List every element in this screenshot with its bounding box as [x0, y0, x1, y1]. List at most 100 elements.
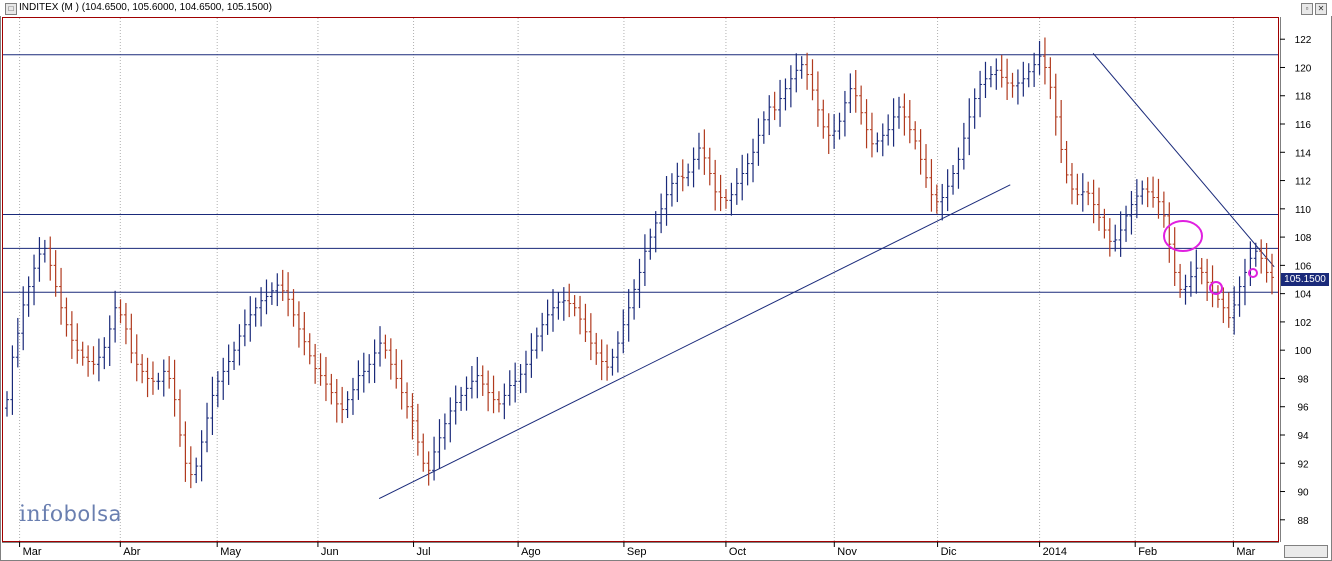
close-icon[interactable]: ✕ [1315, 3, 1327, 15]
price-bar [1151, 176, 1156, 208]
price-bar [415, 403, 420, 456]
price-bar [313, 343, 318, 384]
price-bar [432, 436, 437, 481]
price-bar [329, 373, 334, 405]
price-bar [799, 56, 804, 79]
price-bar [896, 96, 901, 129]
price-bar [194, 457, 199, 484]
y-tick-label: 96 [1297, 403, 1309, 414]
highlight-ellipse [1163, 220, 1203, 252]
price-bar [161, 359, 166, 397]
x-tick-labels: Mar Abr May Jun Jul Ago Sep Oct Nov Dic 2014 Feb Mar [19, 542, 1256, 558]
price-bar [199, 430, 204, 482]
price-bar [886, 114, 891, 146]
price-bar [75, 323, 80, 364]
trendline [378, 184, 1011, 500]
price-bar [875, 132, 880, 153]
price-bar [1232, 286, 1237, 335]
y-tick-label: 102 [1295, 318, 1312, 329]
price-bar [1199, 258, 1204, 285]
price-bar [680, 159, 685, 192]
price-bar [421, 433, 426, 472]
price-bar [96, 338, 101, 382]
price-bar [221, 357, 226, 400]
price-bar [1215, 285, 1220, 308]
x-tick-label: Dic [941, 546, 957, 558]
x-tick-label: Jul [417, 546, 431, 558]
price-bar [1097, 187, 1102, 231]
price-bar [129, 313, 134, 364]
price-bar [783, 78, 788, 111]
price-bar [1107, 218, 1112, 257]
y-tick-label: 98 [1297, 374, 1309, 385]
scroll-control[interactable] [1284, 545, 1328, 558]
price-bar [583, 303, 588, 342]
price-bar [540, 312, 545, 352]
price-bar [918, 129, 923, 175]
price-bar [118, 299, 123, 324]
price-bar [751, 138, 756, 183]
price-bar [286, 272, 291, 317]
window-menu-icon[interactable]: □ [5, 3, 17, 15]
price-bar [1259, 239, 1264, 274]
price-bar [145, 357, 150, 398]
price-bar [64, 297, 69, 337]
y-tick-label: 114 [1295, 148, 1311, 159]
y-tick-label: 112 [1295, 177, 1311, 188]
price-bar [772, 91, 777, 121]
price-bar [69, 311, 74, 359]
y-tick-label: 94 [1297, 431, 1309, 442]
price-bar [361, 352, 366, 393]
price-bar [632, 279, 637, 320]
price-bar [113, 290, 118, 343]
price-bar [961, 122, 966, 170]
price-bar [496, 391, 501, 413]
price-bar [637, 258, 642, 309]
price-bar [264, 279, 269, 315]
y-tick-label: 88 [1297, 516, 1309, 527]
horizontal-levels [3, 54, 1278, 293]
plot-area[interactable] [2, 17, 1279, 542]
price-bar [459, 386, 464, 411]
price-bar [10, 345, 15, 415]
y-tick-labels: 88 90 92 94 96 98 100 102 104 106 108 110 112 114 116 1… [1280, 35, 1312, 527]
price-bar [86, 345, 91, 377]
price-bar [102, 337, 107, 370]
price-bar [1113, 224, 1118, 252]
y-tick-label: 100 [1295, 346, 1312, 357]
price-bar [810, 59, 815, 101]
trendline [1092, 53, 1275, 268]
price-bar [291, 289, 296, 327]
price-bar [437, 419, 442, 469]
price-bar [226, 344, 231, 385]
price-bar [188, 446, 193, 489]
price-bar [594, 332, 599, 365]
logo-text-right: bolsa [63, 502, 122, 526]
price-bar [605, 344, 610, 381]
highlight-circle [1209, 281, 1223, 295]
price-bar [1010, 72, 1015, 98]
price-bar [567, 283, 572, 318]
price-bar [669, 173, 674, 207]
price-bar [296, 301, 301, 348]
price-bar [205, 402, 210, 453]
price-bar [242, 309, 247, 347]
price-bar [788, 65, 793, 108]
price-bar [469, 366, 474, 399]
price-bar [869, 112, 874, 158]
price-bar [610, 348, 615, 376]
chart-title: INDITEX (M ) (104.6500, 105.6000, 104.65… [19, 2, 272, 13]
price-bar [686, 163, 691, 187]
price-bar [442, 413, 447, 450]
y-tick-label: 92 [1297, 459, 1309, 470]
price-bar [1237, 276, 1242, 317]
price-bar [475, 356, 480, 399]
price-bar [718, 174, 723, 212]
price-bar [1194, 249, 1199, 294]
price-bar [37, 237, 42, 282]
price-bar [778, 79, 783, 127]
price-bar [940, 183, 945, 221]
restore-icon[interactable]: ▫ [1301, 3, 1313, 15]
price-bar [183, 421, 188, 482]
